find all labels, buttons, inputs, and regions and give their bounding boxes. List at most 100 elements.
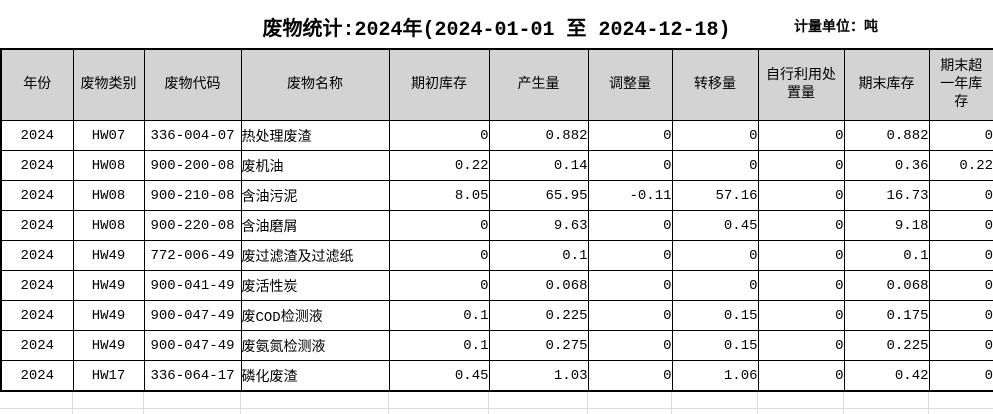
closing-stock-cell[interactable]: 0.42 [843,360,930,392]
waste-code-cell[interactable]: 772-006-49 [143,240,242,271]
opening-stock-cell[interactable]: 0 [388,240,490,271]
year-cell[interactable]: 2024 [0,300,74,331]
waste-category-cell[interactable]: HW49 [72,330,145,361]
empty-cell[interactable] [143,392,241,409]
empty-cell[interactable] [587,392,672,409]
waste-code-cell[interactable]: 900-047-49 [143,300,242,331]
closing-stock-cell[interactable]: 0.225 [843,330,930,361]
self-disposal-amount-cell[interactable]: 0 [757,210,845,241]
empty-cell[interactable] [0,392,73,409]
waste-category-cell[interactable]: HW08 [72,150,145,181]
empty-cell[interactable] [671,392,758,409]
adjusted-amount-cell[interactable]: 0 [587,240,673,271]
transferred-amount-cell[interactable]: 0 [671,270,759,301]
transferred-amount-cell[interactable]: 57.16 [671,180,759,211]
waste-category-cell[interactable]: HW17 [72,360,145,392]
empty-cell[interactable] [488,392,588,409]
year-cell[interactable]: 2024 [0,270,74,301]
generated-amount-cell[interactable]: 0.1 [488,240,589,271]
empty-cell[interactable] [240,392,389,409]
waste-name-cell[interactable]: 废活性炭 [240,270,390,301]
adjusted-amount-cell[interactable]: 0 [587,300,673,331]
adjusted-amount-cell[interactable]: 0 [587,330,673,361]
waste-category-cell[interactable]: HW49 [72,240,145,271]
over-one-year-stock-cell[interactable]: 0 [928,300,993,331]
generated-amount-cell[interactable]: 65.95 [488,180,589,211]
closing-stock-cell[interactable]: 16.73 [843,180,930,211]
waste-category-cell[interactable]: HW49 [72,270,145,301]
waste-name-cell[interactable]: 磷化废渣 [240,360,390,392]
waste-code-cell[interactable]: 900-041-49 [143,270,242,301]
empty-cell[interactable] [587,408,672,414]
waste-code-cell[interactable]: 900-210-08 [143,180,242,211]
opening-stock-cell[interactable]: 0.1 [388,300,490,331]
year-cell[interactable]: 2024 [0,330,74,361]
opening-stock-cell[interactable]: 0 [388,120,490,151]
transferred-amount-cell[interactable]: 0.45 [671,210,759,241]
transferred-amount-cell[interactable]: 0.15 [671,300,759,331]
closing-stock-cell[interactable]: 0.175 [843,300,930,331]
empty-spreadsheet-row[interactable] [0,408,993,414]
transferred-amount-cell[interactable]: 0.15 [671,330,759,361]
waste-name-cell[interactable]: 废COD检测液 [240,300,390,331]
over-one-year-stock-cell[interactable]: 0 [928,360,993,392]
closing-stock-cell[interactable]: 0.1 [843,240,930,271]
opening-stock-cell[interactable]: 8.05 [388,180,490,211]
year-cell[interactable]: 2024 [0,210,74,241]
self-disposal-amount-cell[interactable]: 0 [757,240,845,271]
year-cell[interactable]: 2024 [0,150,74,181]
empty-cell[interactable] [843,408,929,414]
waste-name-cell[interactable]: 废机油 [240,150,390,181]
waste-code-cell[interactable]: 336-064-17 [143,360,242,392]
empty-cell[interactable] [143,408,241,414]
empty-cell[interactable] [72,408,144,414]
self-disposal-amount-cell[interactable]: 0 [757,150,845,181]
waste-code-cell[interactable]: 900-220-08 [143,210,242,241]
waste-category-cell[interactable]: HW08 [72,180,145,211]
waste-code-cell[interactable]: 900-047-49 [143,330,242,361]
adjusted-amount-cell[interactable]: 0 [587,360,673,392]
waste-category-cell[interactable]: HW07 [72,120,145,151]
adjusted-amount-cell[interactable]: 0 [587,150,673,181]
self-disposal-amount-cell[interactable]: 0 [757,300,845,331]
over-one-year-stock-cell[interactable]: 0 [928,210,993,241]
generated-amount-cell[interactable]: 0.14 [488,150,589,181]
empty-spreadsheet-row[interactable] [0,392,993,409]
transferred-amount-cell[interactable]: 1.06 [671,360,759,392]
waste-name-cell[interactable]: 含油磨屑 [240,210,390,241]
generated-amount-cell[interactable]: 0.068 [488,270,589,301]
waste-category-cell[interactable]: HW08 [72,210,145,241]
closing-stock-cell[interactable]: 9.18 [843,210,930,241]
empty-cell[interactable] [388,408,489,414]
waste-category-cell[interactable]: HW49 [72,300,145,331]
transferred-amount-cell[interactable]: 0 [671,240,759,271]
generated-amount-cell[interactable]: 9.63 [488,210,589,241]
opening-stock-cell[interactable]: 0 [388,270,490,301]
waste-name-cell[interactable]: 废过滤渣及过滤纸 [240,240,390,271]
opening-stock-cell[interactable]: 0.45 [388,360,490,392]
empty-cell[interactable] [72,392,144,409]
self-disposal-amount-cell[interactable]: 0 [757,360,845,392]
waste-name-cell[interactable]: 含油污泥 [240,180,390,211]
year-cell[interactable]: 2024 [0,120,74,151]
empty-cell[interactable] [757,408,844,414]
empty-cell[interactable] [757,392,844,409]
generated-amount-cell[interactable]: 0.275 [488,330,589,361]
self-disposal-amount-cell[interactable]: 0 [757,270,845,301]
empty-cell[interactable] [488,408,588,414]
empty-cell[interactable] [388,392,489,409]
closing-stock-cell[interactable]: 0.882 [843,120,930,151]
waste-name-cell[interactable]: 热处理废渣 [240,120,390,151]
waste-code-cell[interactable]: 336-004-07 [143,120,242,151]
self-disposal-amount-cell[interactable]: 0 [757,120,845,151]
adjusted-amount-cell[interactable]: -0.11 [587,180,673,211]
empty-cell[interactable] [928,408,993,414]
adjusted-amount-cell[interactable]: 0 [587,270,673,301]
year-cell[interactable]: 2024 [0,180,74,211]
adjusted-amount-cell[interactable]: 0 [587,210,673,241]
over-one-year-stock-cell[interactable]: 0 [928,270,993,301]
opening-stock-cell[interactable]: 0.22 [388,150,490,181]
empty-cell[interactable] [0,408,73,414]
year-cell[interactable]: 2024 [0,240,74,271]
transferred-amount-cell[interactable]: 0 [671,120,759,151]
